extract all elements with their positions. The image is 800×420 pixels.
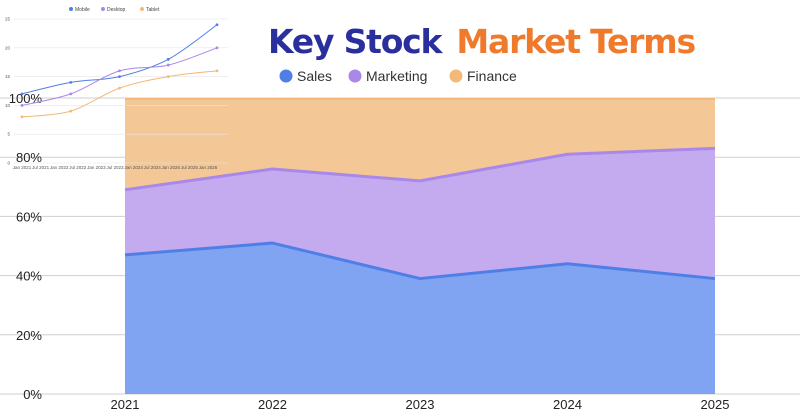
inset-x-tick-label: Jul 2023: [106, 165, 124, 170]
legend-label-sales: Sales: [297, 68, 332, 84]
inset-point-tablet: [166, 75, 170, 78]
inset-legend: Mobile Desktop Tablet: [69, 7, 160, 13]
legend-marker-sales: [279, 69, 293, 83]
y-tick-label: 40%: [16, 269, 42, 284]
inset-legend-marker-mobile: [69, 7, 73, 11]
area-sales: [125, 243, 715, 394]
inset-point-desktop: [166, 63, 170, 67]
legend-marker-finance: [449, 69, 463, 83]
line-marketing: [124, 146, 716, 192]
inset-y-tick-label: 25: [5, 17, 11, 22]
line-sales: [124, 241, 716, 281]
chart-title-part-2: Market Terms: [456, 22, 695, 61]
inset-legend-marker-tablet: [140, 7, 144, 11]
inset-legend-label-mobile: Mobile: [75, 7, 90, 13]
x-tick-label: 2024: [553, 397, 582, 412]
y-tick-label: 100%: [9, 91, 43, 106]
main-series-lines: [124, 98, 716, 281]
inset-x-tick-label: Jan 2022: [50, 165, 69, 170]
inset-y-tick-label: 15: [5, 74, 11, 79]
legend-marker-marketing: [348, 69, 362, 83]
inset-series-lines: [20, 23, 219, 119]
chart-title-part-1: Key Stock: [268, 22, 444, 61]
inset-x-tick-label: Jan 2024: [124, 165, 143, 170]
inset-x-tick-label: Jul 2025: [181, 165, 199, 170]
inset-point-tablet: [20, 115, 24, 119]
legend-label-marketing: Marketing: [366, 68, 427, 84]
main-y-tick-labels: 0% 20% 40% 60% 80% 100%: [9, 91, 43, 402]
inset-y-tick-label: 0: [7, 161, 10, 166]
inset-legend-marker-desktop: [101, 7, 105, 11]
area-marketing: [125, 148, 715, 279]
inset-x-tick-label: Jan 2026: [199, 165, 218, 170]
inset-point-desktop: [118, 69, 121, 73]
main-stacked-areas: [125, 98, 715, 394]
area-finance: [125, 98, 715, 190]
inset-point-tablet: [118, 86, 121, 90]
inset-point-mobile: [166, 57, 170, 61]
inset-x-tick-label: Jul 2024: [144, 165, 162, 170]
inset-x-tick-label: Jul 2022: [69, 165, 87, 170]
inset-point-mobile: [215, 23, 219, 27]
y-tick-label: 80%: [16, 150, 42, 165]
inset-x-tick-label: Jan 2021: [13, 165, 32, 170]
inset-y-tick-labels: 0 5 10 15 20 25: [5, 17, 11, 166]
inset-point-tablet: [215, 69, 219, 73]
inset-x-tick-label: Jan 2025: [162, 165, 181, 170]
inset-x-tick-labels: Jan 2021 Jul 2021 Jan 2022 Jul 2022 Jan 2023…: [13, 165, 218, 170]
main-x-tick-labels: 2021 2022 2023 2024 2025: [111, 397, 730, 412]
x-tick-label: 2023: [406, 397, 435, 412]
inset-legend-label-desktop: Desktop: [107, 7, 126, 13]
x-tick-label: 2022: [258, 397, 287, 412]
inset-legend-label-tablet: Tablet: [146, 7, 160, 13]
legend-label-finance: Finance: [467, 68, 517, 84]
inset-point-mobile: [69, 80, 73, 84]
inset-point-desktop: [20, 104, 24, 107]
x-tick-label: 2025: [701, 397, 730, 412]
inset-x-tick-label: Jul 2021: [32, 165, 50, 170]
inset-y-tick-label: 20: [5, 45, 11, 50]
inset-point-desktop: [69, 92, 73, 96]
inset-y-tick-label: 5: [7, 132, 10, 137]
inset-point-desktop: [215, 46, 219, 50]
y-tick-label: 20%: [16, 328, 42, 343]
chart-title: Key Stock Market Terms: [268, 22, 695, 61]
inset-point-tablet: [69, 109, 73, 113]
main-legend: Sales Marketing Finance: [279, 68, 517, 84]
y-tick-label: 60%: [16, 209, 42, 224]
y-tick-label: 0%: [23, 387, 42, 402]
inset-point-mobile: [20, 92, 24, 96]
inset-point-mobile: [118, 75, 121, 78]
inset-x-tick-label: Jan 2023: [87, 165, 106, 170]
x-tick-label: 2021: [111, 397, 140, 412]
inset-y-tick-label: 10: [5, 103, 11, 108]
